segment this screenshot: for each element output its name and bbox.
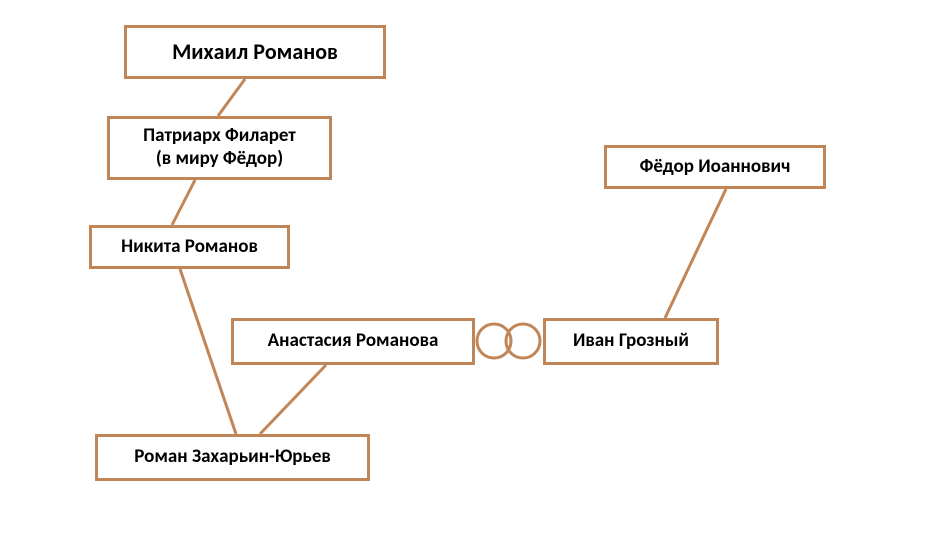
edge-mikhail-filaret bbox=[218, 79, 245, 116]
node-ivan: Иван Грозный bbox=[543, 318, 719, 365]
node-mikhail: Михаил Романов bbox=[124, 25, 386, 79]
node-nikita: Никита Романов bbox=[89, 225, 290, 269]
marriage-ring-1 bbox=[477, 324, 511, 358]
node-label-nikita: Никита Романов bbox=[121, 236, 258, 259]
node-label-filaret: Патриарх Филарет (в миру Фёдор) bbox=[143, 125, 296, 171]
edge-anastasia-roman bbox=[260, 365, 326, 434]
node-label-fyodor: Фёдор Иоаннович bbox=[640, 156, 791, 179]
node-label-ivan: Иван Грозный bbox=[573, 330, 689, 353]
node-filaret: Патриарх Филарет (в миру Фёдор) bbox=[107, 116, 332, 180]
node-label-roman: Роман Захарьин-Юрьев bbox=[134, 446, 331, 469]
edge-nikita-roman bbox=[180, 269, 236, 434]
marriage-ring-2 bbox=[506, 324, 540, 358]
edge-ivan-fyodor bbox=[665, 189, 726, 318]
node-roman: Роман Захарьин-Юрьев bbox=[95, 434, 370, 481]
node-label-mikhail: Михаил Романов bbox=[172, 39, 338, 65]
edge-filaret-nikita bbox=[172, 180, 195, 225]
node-fyodor: Фёдор Иоаннович bbox=[604, 145, 826, 189]
node-anastasia: Анастасия Романова bbox=[231, 318, 475, 365]
node-label-anastasia: Анастасия Романова bbox=[268, 330, 439, 353]
